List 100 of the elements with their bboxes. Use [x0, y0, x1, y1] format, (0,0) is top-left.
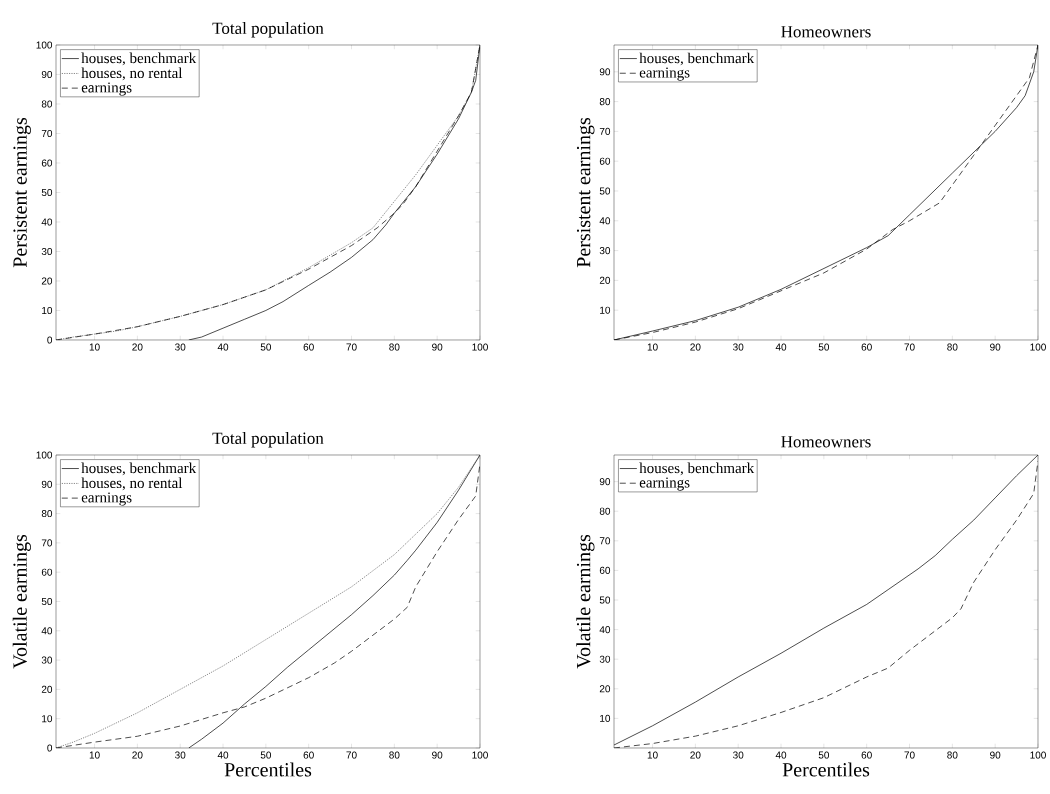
- legend-label: houses, benchmark: [639, 462, 755, 476]
- y-tick-label: 60: [41, 568, 53, 576]
- x-tick-label: 10: [647, 343, 658, 351]
- y-axis-title: Persistent earnings: [13, 117, 31, 268]
- x-tick-label: 60: [861, 751, 872, 759]
- x-tick-label: 60: [303, 751, 314, 759]
- y-tick-label: 50: [41, 597, 53, 606]
- y-tick-label: 70: [41, 539, 53, 547]
- y-tick-label: 10: [600, 714, 611, 722]
- y-tick-label: 40: [41, 627, 53, 635]
- y-tick-label: 70: [599, 537, 611, 545]
- y-tick-label: 90: [41, 70, 53, 79]
- x-tick-label: 90: [990, 751, 1001, 759]
- legend-label: houses, benchmark: [639, 52, 755, 66]
- x-tick-label: 50: [818, 343, 830, 351]
- x-tick-label: 40: [775, 751, 787, 759]
- y-tick-label: 80: [41, 100, 53, 108]
- legend-label: earnings: [639, 67, 690, 81]
- legend-label: earnings: [81, 82, 132, 96]
- x-tick-label: 30: [175, 343, 186, 351]
- y-tick-label: 10: [42, 715, 53, 723]
- x-tick-label: 40: [217, 343, 229, 351]
- chart-title: Total population: [212, 22, 324, 38]
- y-tick-label: 60: [599, 566, 611, 574]
- legend-label: houses, benchmark: [81, 462, 197, 476]
- y-tick-label: 80: [599, 98, 611, 106]
- x-tick-label: 70: [346, 751, 357, 759]
- y-tick-label: 20: [41, 685, 53, 693]
- legend-label: houses, no rental: [81, 67, 183, 81]
- x-tick-label: 30: [175, 751, 186, 759]
- x-tick-label: 10: [89, 343, 100, 351]
- chart-title: Homeowners: [781, 26, 871, 38]
- y-tick-label: 100: [36, 451, 53, 459]
- y-tick-label: 80: [599, 507, 611, 515]
- x-tick-label: 90: [432, 751, 443, 759]
- x-tick-label: 40: [217, 751, 229, 759]
- y-tick-label: 60: [599, 157, 611, 165]
- legend-label: earnings: [81, 492, 132, 506]
- x-tick-label: 30: [733, 343, 744, 351]
- legend-label: earnings: [639, 477, 690, 491]
- x-tick-label: 100: [1030, 751, 1046, 759]
- x-tick-label: 100: [1030, 343, 1046, 351]
- x-tick-label: 90: [990, 343, 1001, 351]
- y-tick-label: 30: [41, 247, 53, 256]
- line-series: [56, 44, 480, 340]
- y-tick-label: 100: [36, 41, 53, 49]
- x-tick-label: 90: [432, 343, 443, 351]
- x-tick-label: 50: [818, 751, 830, 759]
- y-tick-label: 30: [599, 247, 611, 255]
- y-tick-label: 20: [41, 277, 53, 285]
- x-tick-label: 20: [132, 343, 143, 351]
- y-tick-label: 50: [41, 188, 53, 197]
- y-tick-label: 40: [41, 218, 53, 226]
- x-tick-label: 30: [733, 751, 744, 759]
- x-tick-label: 60: [303, 343, 314, 351]
- y-tick-label: 60: [41, 159, 53, 167]
- x-tick-label: 80: [389, 343, 400, 351]
- y-tick-label: 20: [599, 276, 611, 284]
- x-tick-label: 100: [472, 751, 488, 759]
- x-tick-label: 10: [89, 751, 100, 759]
- x-tick-label: 20: [690, 343, 701, 351]
- y-tick-label: 10: [600, 306, 611, 314]
- x-tick-label: 80: [947, 751, 958, 759]
- legend-label: houses, benchmark: [81, 52, 197, 66]
- y-tick-label: 90: [41, 480, 53, 488]
- y-tick-label: 30: [41, 656, 53, 664]
- chart-title: Total population: [212, 432, 324, 448]
- y-tick-label: 50: [599, 187, 611, 195]
- y-tick-label: 80: [41, 510, 53, 518]
- x-tick-label: 40: [775, 343, 787, 351]
- y-tick-label: 0: [47, 336, 53, 344]
- x-tick-label: 50: [260, 751, 272, 759]
- x-tick-label: 70: [904, 343, 915, 351]
- y-axis-title: Persistent earnings: [576, 117, 595, 268]
- y-tick-label: 70: [599, 127, 611, 135]
- chart-title: Homeowners: [781, 436, 871, 448]
- legend-label: houses, no rental: [81, 477, 183, 491]
- y-tick-label: 50: [599, 596, 611, 604]
- x-tick-label: 20: [132, 751, 143, 759]
- x-axis-title: Percentiles: [224, 762, 312, 777]
- y-tick-label: 90: [599, 478, 611, 486]
- y-tick-label: 10: [42, 306, 53, 315]
- x-tick-label: 20: [690, 751, 701, 759]
- y-tick-label: 40: [599, 217, 611, 225]
- x-axis-title: Percentiles: [782, 762, 870, 777]
- x-tick-label: 80: [947, 343, 958, 351]
- x-tick-label: 70: [346, 343, 357, 351]
- y-tick-label: 30: [599, 655, 611, 663]
- x-tick-label: 50: [260, 343, 272, 351]
- x-tick-label: 100: [472, 343, 488, 351]
- x-tick-label: 60: [861, 343, 872, 351]
- y-tick-label: 0: [47, 744, 53, 752]
- y-tick-label: 90: [599, 68, 611, 76]
- x-tick-label: 80: [389, 751, 400, 759]
- y-tick-label: 40: [599, 626, 611, 634]
- x-tick-label: 70: [904, 751, 915, 759]
- y-axis-title: Volatile earnings: [12, 534, 31, 669]
- y-axis-title: Volatile earnings: [576, 534, 595, 669]
- x-tick-label: 10: [647, 751, 658, 759]
- y-tick-label: 20: [599, 685, 611, 693]
